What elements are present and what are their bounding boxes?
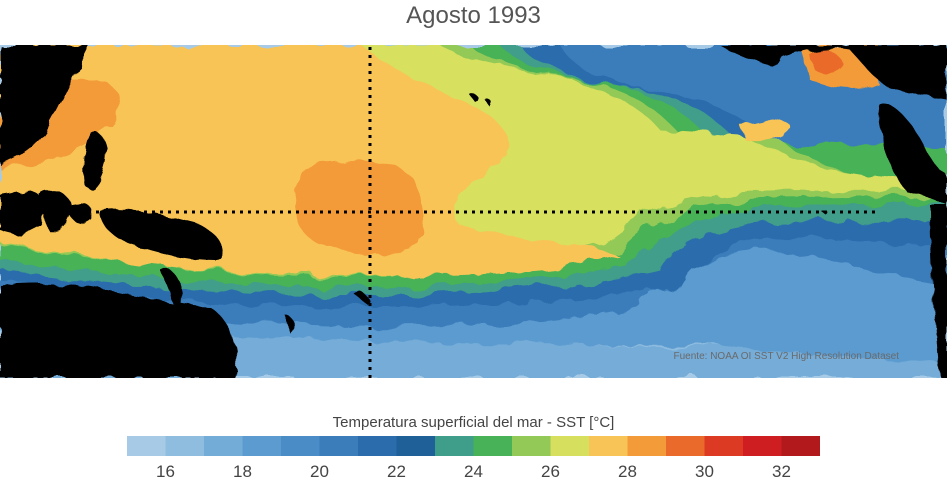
colorbar-swatch bbox=[704, 436, 744, 456]
colorbar-swatch bbox=[281, 436, 320, 456]
colorbar-swatch bbox=[242, 436, 282, 456]
colorbar-label: Temperatura superficial del mar - SST [°… bbox=[332, 414, 615, 431]
source-note: Fuente: NOAA OI SST V2 High Resolution D… bbox=[673, 351, 899, 362]
map-title: Agosto 1993 bbox=[406, 2, 541, 29]
colorbar bbox=[127, 436, 820, 456]
colorbar-tick-label: 24 bbox=[464, 462, 483, 481]
colorbar-swatch bbox=[589, 436, 628, 456]
colorbar-tick-label: 26 bbox=[541, 462, 560, 481]
colorbar-swatch bbox=[396, 436, 436, 456]
colorbar-swatch bbox=[627, 436, 667, 456]
colorbar-tick-label: 20 bbox=[310, 462, 329, 481]
colorbar-tick-label: 18 bbox=[233, 462, 252, 481]
colorbar-swatch bbox=[512, 436, 551, 456]
colorbar-tick-label: 22 bbox=[387, 462, 406, 481]
land bbox=[0, 45, 947, 378]
colorbar-tick-label: 30 bbox=[695, 462, 714, 481]
colorbar-tick-label: 28 bbox=[618, 462, 637, 481]
colorbar-swatch bbox=[435, 436, 474, 456]
colorbar-swatch bbox=[743, 436, 782, 456]
colorbar-swatch bbox=[781, 436, 820, 456]
colorbar-swatch bbox=[165, 436, 205, 456]
colorbar-swatch bbox=[358, 436, 397, 456]
colorbar-tick-label: 32 bbox=[772, 462, 791, 481]
colorbar-swatch bbox=[204, 436, 243, 456]
colorbar-swatch bbox=[127, 436, 166, 456]
colorbar-tick-label: 16 bbox=[156, 462, 175, 481]
sst-map bbox=[0, 45, 947, 378]
colorbar-swatch bbox=[550, 436, 590, 456]
colorbar-swatch bbox=[319, 436, 359, 456]
colorbar-swatch bbox=[473, 436, 513, 456]
colorbar-swatch bbox=[666, 436, 705, 456]
